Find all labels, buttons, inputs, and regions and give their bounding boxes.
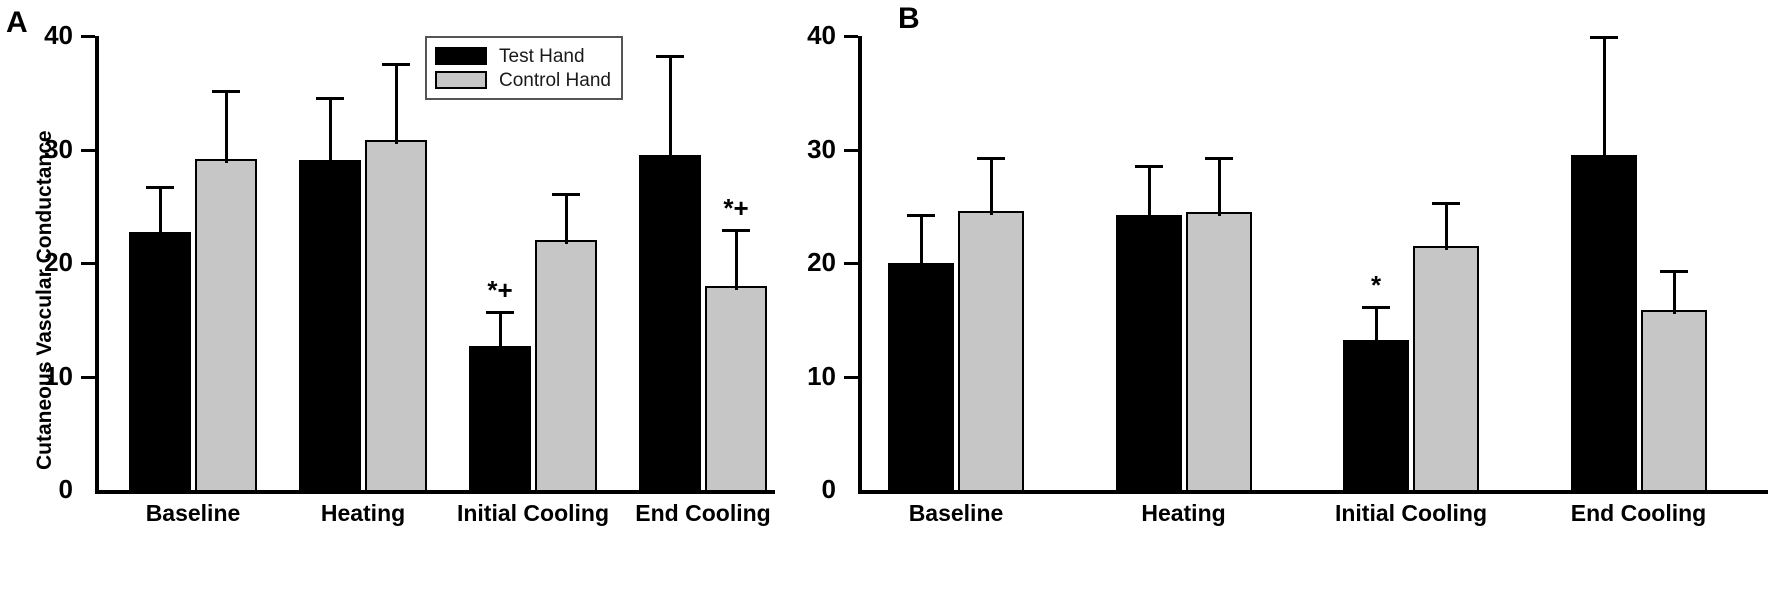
bar-initial-cooling-control-hand bbox=[1413, 245, 1479, 492]
legend-swatch-control bbox=[435, 71, 487, 89]
significance-marker-initial-cooling-test-hand: *+ bbox=[487, 274, 513, 305]
y-tick-label: 30 bbox=[44, 133, 73, 164]
error-cap-end-cooling-test-hand bbox=[1589, 36, 1618, 39]
y-tick-mark bbox=[81, 262, 95, 265]
y-tick-label: 20 bbox=[807, 247, 836, 277]
error-cap-heating-test-hand bbox=[1134, 165, 1163, 169]
error-bar-initial-cooling-test-hand bbox=[499, 310, 502, 350]
bar-baseline-test-hand bbox=[129, 232, 191, 492]
x-axis-category-label-heating: Heating bbox=[1141, 500, 1226, 526]
error-cap-initial-cooling-control-hand bbox=[1432, 201, 1460, 205]
bar-heating-control-hand bbox=[365, 140, 427, 492]
y-tick-label: 0 bbox=[58, 474, 73, 504]
y-tick-label: 0 bbox=[821, 474, 836, 504]
y-tick-label: 20 bbox=[44, 247, 73, 277]
x-axis-category-label-end-cooling: End Cooling bbox=[1570, 500, 1707, 526]
error-cap-baseline-test-hand bbox=[907, 214, 935, 218]
error-cap-end-cooling-control-hand bbox=[722, 228, 750, 232]
error-cap-heating-control-hand bbox=[382, 63, 410, 67]
bar-end-cooling-control-hand bbox=[705, 285, 767, 492]
error-cap-end-cooling-test-hand bbox=[656, 55, 684, 59]
y-tick-mark bbox=[844, 35, 858, 38]
legend-label-control: Control Hand bbox=[499, 69, 611, 91]
bar-baseline-control-hand bbox=[958, 210, 1024, 492]
error-bar-end-cooling-control-hand bbox=[735, 228, 738, 290]
error-bar-initial-cooling-test-hand bbox=[1375, 306, 1378, 345]
y-tick-label: 40 bbox=[807, 20, 836, 50]
error-bar-baseline-control-hand bbox=[225, 90, 228, 163]
x-axis-line-a bbox=[95, 490, 775, 494]
bar-initial-cooling-control-hand bbox=[535, 240, 597, 492]
bar-end-cooling-test-hand bbox=[639, 155, 701, 492]
legend-item-control-hand: Control Hand bbox=[435, 68, 611, 92]
error-bar-end-cooling-control-hand bbox=[1672, 269, 1676, 314]
x-axis-category-label-initial-cooling: Initial Cooling bbox=[1334, 500, 1488, 526]
y-tick-mark bbox=[81, 35, 95, 38]
x-axis-category-label-baseline: Baseline bbox=[908, 500, 1004, 526]
bar-end-cooling-test-hand bbox=[1570, 155, 1637, 492]
error-bar-heating-test-hand bbox=[1147, 165, 1151, 220]
legend: Test Hand Control Hand bbox=[425, 36, 623, 100]
legend-label-test: Test Hand bbox=[499, 45, 585, 67]
error-cap-baseline-control-hand bbox=[212, 90, 240, 94]
error-cap-initial-cooling-test-hand bbox=[486, 310, 514, 314]
y-tick-mark bbox=[81, 375, 95, 379]
bar-heating-test-hand bbox=[1115, 215, 1182, 492]
y-tick-label: 40 bbox=[44, 20, 73, 50]
x-axis-category-label-end-cooling: End Cooling bbox=[635, 500, 771, 526]
x-axis-category-label-heating: Heating bbox=[320, 500, 406, 526]
bar-heating-control-hand bbox=[1185, 211, 1252, 492]
x-axis-category-label-baseline: Baseline bbox=[145, 500, 241, 526]
error-bar-baseline-test-hand bbox=[159, 185, 162, 237]
x-axis-line-b bbox=[858, 490, 1768, 494]
panel-letter-b: B bbox=[898, 2, 920, 35]
y-axis-line-b bbox=[858, 36, 862, 494]
error-cap-baseline-test-hand bbox=[146, 185, 174, 189]
error-cap-heating-test-hand bbox=[316, 97, 344, 101]
legend-swatch-test bbox=[435, 47, 487, 65]
error-bar-heating-control-hand bbox=[395, 63, 398, 145]
y-tick-mark bbox=[844, 262, 858, 265]
error-cap-baseline-control-hand bbox=[977, 157, 1005, 161]
y-axis-line-a bbox=[95, 36, 99, 494]
y-tick-mark bbox=[844, 375, 858, 379]
error-cap-initial-cooling-test-hand bbox=[1362, 306, 1390, 310]
y-tick-mark bbox=[844, 148, 858, 152]
y-tick-label: 30 bbox=[807, 133, 836, 164]
panel-letter-a: A bbox=[6, 6, 28, 39]
error-bar-end-cooling-test-hand bbox=[669, 55, 672, 160]
error-cap-initial-cooling-control-hand bbox=[552, 192, 580, 196]
panel-b: BSkin Blood Flux (au)010203040BaselineHe… bbox=[800, 0, 1772, 600]
bar-initial-cooling-test-hand bbox=[1343, 340, 1409, 492]
error-bar-heating-test-hand bbox=[329, 97, 332, 164]
error-bar-end-cooling-test-hand bbox=[1602, 36, 1606, 160]
error-bar-initial-cooling-control-hand bbox=[565, 192, 568, 245]
bar-end-cooling-control-hand bbox=[1640, 309, 1707, 492]
legend-item-test-hand: Test Hand bbox=[435, 44, 611, 68]
y-tick-label: 10 bbox=[44, 360, 73, 391]
error-cap-end-cooling-control-hand bbox=[1659, 269, 1688, 273]
bar-heating-test-hand bbox=[299, 159, 361, 492]
error-bar-baseline-test-hand bbox=[920, 214, 923, 267]
error-cap-heating-control-hand bbox=[1204, 157, 1233, 161]
significance-marker-end-cooling-control-hand: *+ bbox=[723, 192, 749, 223]
bar-initial-cooling-test-hand bbox=[469, 345, 531, 492]
error-bar-baseline-control-hand bbox=[990, 157, 993, 215]
y-tick-label: 10 bbox=[807, 360, 836, 391]
y-tick-mark bbox=[81, 148, 95, 152]
y-axis-label-a: Cutaneous Vascular Conductance bbox=[33, 130, 56, 470]
x-axis-category-label-initial-cooling: Initial Cooling bbox=[456, 500, 610, 526]
panel-a: A Cutaneous Vascular Conductance 0 10 20 30 40… bbox=[0, 0, 800, 600]
bar-baseline-control-hand bbox=[195, 158, 257, 492]
significance-marker-initial-cooling-test-hand: * bbox=[1370, 270, 1382, 301]
error-bar-heating-control-hand bbox=[1217, 157, 1221, 216]
error-bar-initial-cooling-control-hand bbox=[1445, 201, 1448, 250]
bar-baseline-test-hand bbox=[888, 263, 954, 492]
